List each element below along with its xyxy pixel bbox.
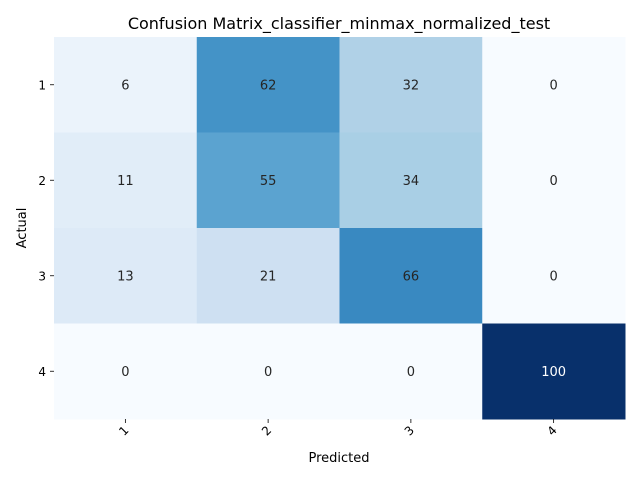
cell-value-label: 13 <box>117 269 134 284</box>
cell-value-label: 100 <box>541 365 566 380</box>
heatmap-cell <box>54 37 198 133</box>
heatmap-cell <box>339 228 483 324</box>
heatmap-cell <box>54 228 198 324</box>
heatmap-cell <box>196 37 340 133</box>
cell-value-label: 32 <box>403 78 420 93</box>
heatmap-cell <box>482 323 626 420</box>
heatmap-cell <box>54 323 198 420</box>
heatmap-cell <box>54 132 198 229</box>
y-axis-label: Actual <box>15 208 30 249</box>
cell-value-label: 0 <box>121 365 129 380</box>
heatmap-cell <box>339 323 483 420</box>
heatmap-cell <box>196 323 340 420</box>
y-tick-label: 4 <box>38 365 46 379</box>
cell-value-label: 6 <box>121 78 129 93</box>
heatmap-cell <box>196 228 340 324</box>
y-axis-ticks: 1 2 3 4 <box>38 78 54 379</box>
cell-value-label: 0 <box>549 269 557 284</box>
chart-title: Confusion Matrix_classifier_minmax_norma… <box>128 14 550 34</box>
heatmap-cell <box>339 132 483 229</box>
cell-value-label: 55 <box>260 174 277 189</box>
cell-value-label: 62 <box>260 78 277 93</box>
heatmap-cell <box>482 132 626 229</box>
cell-value-label: 34 <box>403 174 420 189</box>
cell-value-label: 0 <box>407 365 415 380</box>
y-tick-label: 3 <box>38 269 46 283</box>
y-tick-label: 1 <box>38 78 46 92</box>
heatmap-cell <box>482 37 626 133</box>
heatmap-cells: 6 62 32 0 11 55 34 0 13 21 66 0 0 0 0 100 <box>54 37 626 420</box>
cell-value-label: 0 <box>264 365 272 380</box>
x-axis-label: Predicted <box>308 451 369 466</box>
cell-value-label: 11 <box>117 174 134 189</box>
cell-value-label: 21 <box>260 269 277 284</box>
cell-value-label: 66 <box>403 269 420 284</box>
y-tick-label: 2 <box>38 174 46 188</box>
heatmap-cell <box>196 132 340 229</box>
cell-value-label: 0 <box>549 174 557 189</box>
heatmap-cell <box>482 228 626 324</box>
heatmap-cell <box>339 37 483 133</box>
cell-value-label: 0 <box>549 78 557 93</box>
